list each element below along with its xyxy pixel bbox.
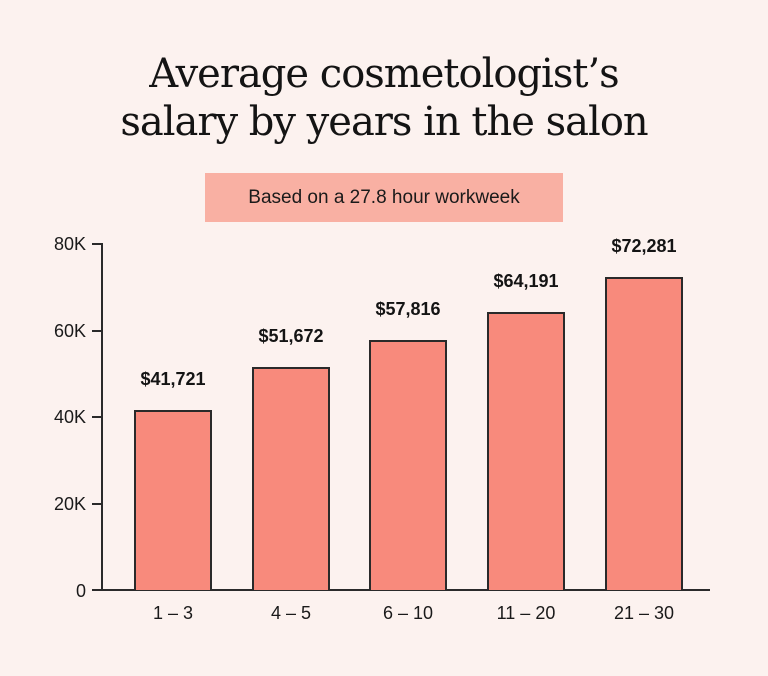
- bar-value-label: $41,721: [140, 369, 206, 389]
- y-tick-60k: [92, 330, 102, 332]
- x-tick-label: 6 – 10: [382, 603, 434, 623]
- x-tick-label: 4 – 5: [270, 603, 312, 623]
- chart-title-line-2: salary by years in the salon: [120, 99, 648, 145]
- bar-1-3: [134, 410, 212, 590]
- bar-value-label: $51,672: [258, 326, 324, 346]
- bar-6-10: [369, 340, 447, 590]
- bar-value-label: $57,816: [375, 299, 441, 319]
- y-tick-20k: [92, 503, 102, 505]
- y-tick-label-80k: 80K: [53, 234, 86, 254]
- y-tick-40k: [92, 416, 102, 418]
- y-tick-label-0: 0: [75, 581, 86, 601]
- bar-value-label: $64,191: [493, 271, 559, 291]
- chart-title-line-1: Average cosmetologist’s: [149, 51, 619, 97]
- bar-11-20: [487, 312, 565, 590]
- y-tick-label-20k: 20K: [53, 494, 86, 514]
- x-tick-label: 1 – 3: [152, 603, 194, 623]
- chart-subtitle-badge: Based on a 27.8 hour workweek: [205, 173, 563, 222]
- x-tick-label: 21 – 30: [613, 603, 675, 623]
- chart-title: Average cosmetologist’s salary by years …: [0, 50, 768, 146]
- y-axis-line: [101, 243, 103, 591]
- bar-value-label: $72,281: [611, 236, 677, 256]
- y-tick-label-60k: 60K: [53, 321, 86, 341]
- bar-21-30: [605, 277, 683, 590]
- y-tick-80k: [92, 243, 102, 245]
- bar-4-5: [252, 367, 330, 590]
- y-tick-label-40k: 40K: [53, 407, 86, 427]
- chart-subtitle: Based on a 27.8 hour workweek: [248, 186, 520, 208]
- x-axis-line: [92, 589, 710, 591]
- x-tick-label: 11 – 20: [496, 603, 556, 623]
